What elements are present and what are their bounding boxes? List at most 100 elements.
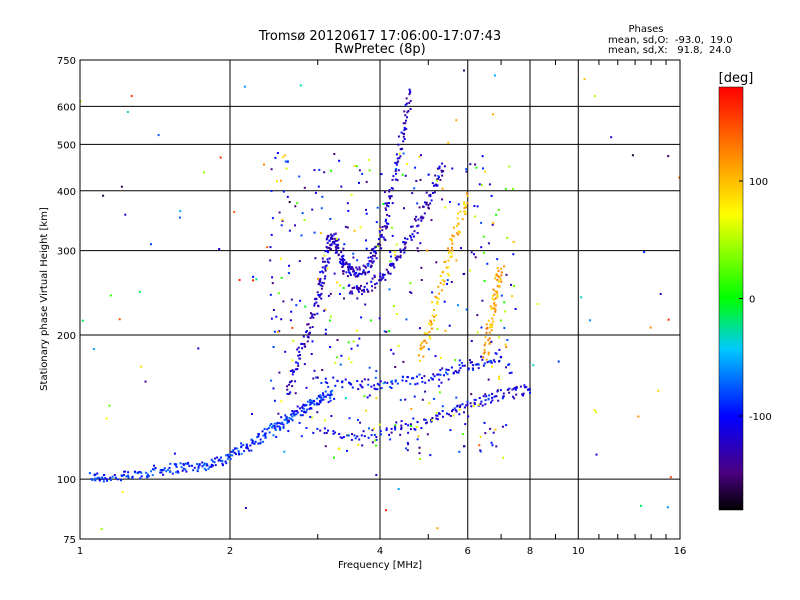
scatter-point xyxy=(388,202,390,204)
scatter-point xyxy=(297,346,300,349)
scatter-point xyxy=(179,210,182,213)
scatter-point xyxy=(302,407,305,410)
scatter-point xyxy=(348,382,351,384)
scatter-point xyxy=(463,406,466,409)
scatter-point xyxy=(404,114,407,117)
scatter-point xyxy=(391,234,394,237)
scatter-point xyxy=(457,371,460,374)
scatter-point xyxy=(337,247,340,250)
scatter-point xyxy=(481,299,484,302)
scatter-point xyxy=(430,418,432,421)
scatter-point xyxy=(468,367,470,370)
scatter-point xyxy=(414,428,417,431)
scatter-point xyxy=(521,393,524,396)
scatter-point xyxy=(426,249,429,252)
scatter-point xyxy=(397,488,400,490)
x-tick-label: 16 xyxy=(674,546,687,557)
scatter-point xyxy=(412,235,415,238)
scatter-point xyxy=(350,361,353,364)
scatter-point xyxy=(389,197,391,200)
scatter-point xyxy=(316,411,319,414)
scatter-point xyxy=(421,377,423,380)
scatter-point xyxy=(243,450,246,453)
scatter-point xyxy=(329,292,332,295)
scatter-point xyxy=(499,277,502,280)
scatter-point xyxy=(294,205,297,208)
scatter-point xyxy=(363,290,366,293)
scatter-point xyxy=(319,271,322,274)
scatter-point xyxy=(405,241,408,244)
scatter-point xyxy=(303,363,306,366)
scatter-point xyxy=(197,347,200,350)
scatter-point xyxy=(94,473,97,476)
scatter-point xyxy=(297,362,299,365)
scatter-point xyxy=(431,301,434,304)
scatter-point xyxy=(298,175,301,178)
scatter-point xyxy=(321,257,324,260)
scatter-point xyxy=(319,277,322,280)
scatter-point xyxy=(201,461,204,464)
scatter-point xyxy=(455,410,458,413)
scatter-point xyxy=(278,422,281,425)
scatter-point xyxy=(406,163,408,166)
scatter-point xyxy=(303,219,306,221)
scatter-point xyxy=(336,239,339,242)
scatter-point xyxy=(469,359,471,362)
x-tick-label: 6 xyxy=(465,546,471,557)
scatter-point xyxy=(461,403,464,406)
scatter-point xyxy=(154,467,157,469)
scatter-point xyxy=(335,356,338,359)
scatter-point xyxy=(329,315,332,318)
scatter-point xyxy=(327,385,330,388)
scatter-point xyxy=(421,380,424,383)
scatter-point xyxy=(309,416,312,418)
scatter-point xyxy=(186,462,189,465)
scatter-point xyxy=(463,69,465,72)
scatter-point xyxy=(373,433,376,436)
scatter-point xyxy=(433,397,436,400)
scatter-point xyxy=(474,256,477,259)
scatter-point xyxy=(358,287,361,290)
scatter-point xyxy=(309,317,312,320)
scatter-point xyxy=(225,454,228,457)
scatter-point xyxy=(329,248,332,251)
scatter-point xyxy=(449,201,451,203)
scatter-point xyxy=(390,427,393,430)
scatter-point xyxy=(434,355,437,358)
scatter-point xyxy=(217,459,220,462)
scatter-point xyxy=(310,407,313,410)
scatter-point xyxy=(399,433,402,436)
scatter-point xyxy=(324,328,327,331)
scatter-point xyxy=(373,387,376,390)
scatter-point xyxy=(493,298,496,301)
scatter-point xyxy=(356,329,359,332)
scatter-point xyxy=(450,255,453,258)
scatter-point xyxy=(380,235,383,238)
scatter-point xyxy=(205,469,208,472)
scatter-point xyxy=(430,322,433,325)
scatter-point xyxy=(284,160,287,163)
scatter-point xyxy=(208,465,211,468)
scatter-point xyxy=(408,88,411,91)
scatter-point xyxy=(435,417,438,420)
scatter-point xyxy=(370,280,373,283)
scatter-point xyxy=(667,318,670,321)
scatter-point xyxy=(236,447,239,450)
scatter-point xyxy=(275,422,278,425)
scatter-point xyxy=(358,266,361,269)
scatter-point xyxy=(332,376,335,379)
scatter-point xyxy=(285,416,288,419)
scatter-point xyxy=(275,435,278,438)
scatter-point xyxy=(345,261,348,264)
scatter-point xyxy=(399,155,402,158)
scatter-point xyxy=(457,233,460,236)
scatter-point xyxy=(513,284,516,287)
scatter-point xyxy=(162,473,165,476)
scatter-point xyxy=(407,443,410,446)
scatter-point xyxy=(342,263,345,266)
scatter-point xyxy=(388,190,391,193)
scatter-point xyxy=(346,263,349,266)
scatter-point xyxy=(364,273,367,276)
scatter-point xyxy=(339,284,342,287)
scatter-point xyxy=(266,428,269,431)
